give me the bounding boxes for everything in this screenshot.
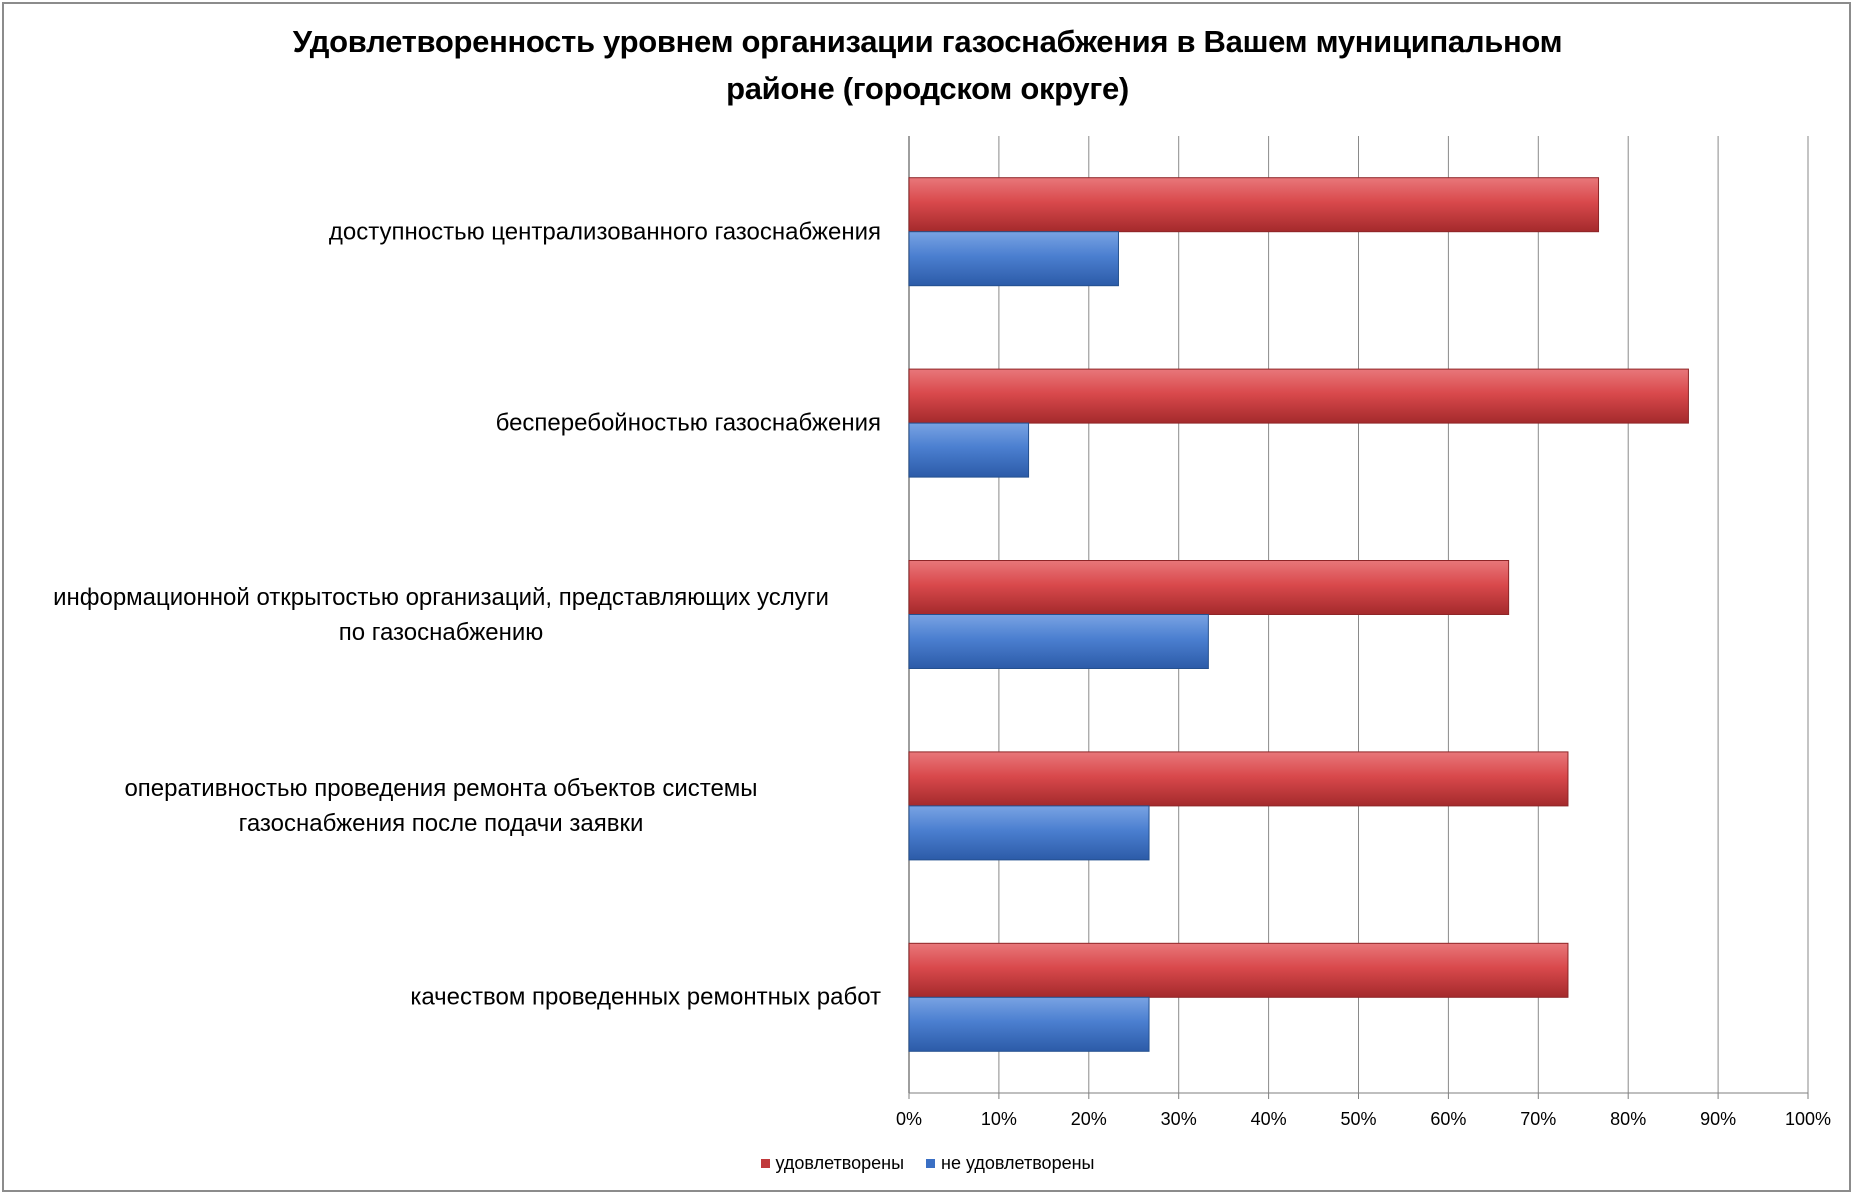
bar-not-satisfied (908, 231, 1119, 287)
bar-satisfied (908, 751, 1569, 807)
category-label-line: оперативностью проведения ремонта объект… (124, 774, 758, 802)
category-label: бесперебойностью газоснабжения (1, 406, 881, 441)
x-tick-label: 30% (1161, 1109, 1197, 1129)
category-label-line: информационной открытостью организаций, … (53, 583, 829, 611)
category-label: качеством проведенных ремонтных работ (1, 980, 881, 1015)
bar-not-satisfied (908, 422, 1030, 478)
bar-satisfied (908, 368, 1689, 424)
x-tick-label: 70% (1520, 1109, 1556, 1129)
bar-not-satisfied (908, 996, 1150, 1052)
x-axis-ticks: 0% 10% 20% 30% 40% 50% 60% 70% 80% 90% 100% (896, 1092, 1831, 1129)
bar-not-satisfied (908, 805, 1150, 861)
x-tick-label: 10% (981, 1109, 1017, 1129)
legend-swatch-not-satisfied (926, 1159, 936, 1168)
x-tick-label: 100% (1785, 1109, 1831, 1129)
category-label: информационной открытостью организаций, … (1, 580, 881, 650)
category-label-line: доступностью централизованного газоснабж… (328, 218, 881, 246)
legend-label-not-satisfied: не удовлетворены (941, 1153, 1095, 1173)
category-label-line: газоснабжения после подачи заявки (238, 809, 644, 837)
bar-satisfied (908, 942, 1569, 998)
bar-not-satisfied (908, 614, 1209, 669)
bars (908, 177, 1689, 1052)
category-label: доступностью централизованного газоснабж… (1, 214, 881, 249)
legend-swatch-satisfied (760, 1159, 770, 1168)
chart-title-line-2: районе (городском округе) (726, 71, 1129, 106)
category-label-line: бесперебойностью газоснабжения (495, 409, 881, 437)
chart-title-line-1: Удовлетворенность уровнем организации га… (292, 24, 1563, 59)
category-label-line: по газоснабжению (338, 618, 544, 646)
x-tick-label: 60% (1430, 1109, 1466, 1129)
x-tick-label: 0% (896, 1109, 922, 1129)
x-tick-label: 50% (1340, 1109, 1376, 1129)
legend: удовлетворены не удовлетворены (0, 1153, 1855, 1174)
bar-satisfied (908, 177, 1600, 233)
category-label-line: качеством проведенных ремонтных работ (410, 983, 881, 1011)
x-tick-label: 20% (1071, 1109, 1107, 1129)
legend-item-satisfied: удовлетворены (760, 1153, 905, 1174)
legend-item-not-satisfied: не удовлетворены (926, 1153, 1094, 1174)
category-label: оперативностью проведения ремонта объект… (1, 771, 881, 841)
legend-label-satisfied: удовлетворены (775, 1153, 905, 1173)
x-tick-label: 40% (1251, 1109, 1287, 1129)
bar-satisfied (908, 560, 1510, 615)
x-tick-label: 80% (1610, 1109, 1646, 1129)
chart-title: Удовлетворенность уровнем организации га… (0, 18, 1855, 112)
x-tick-label: 90% (1700, 1109, 1736, 1129)
